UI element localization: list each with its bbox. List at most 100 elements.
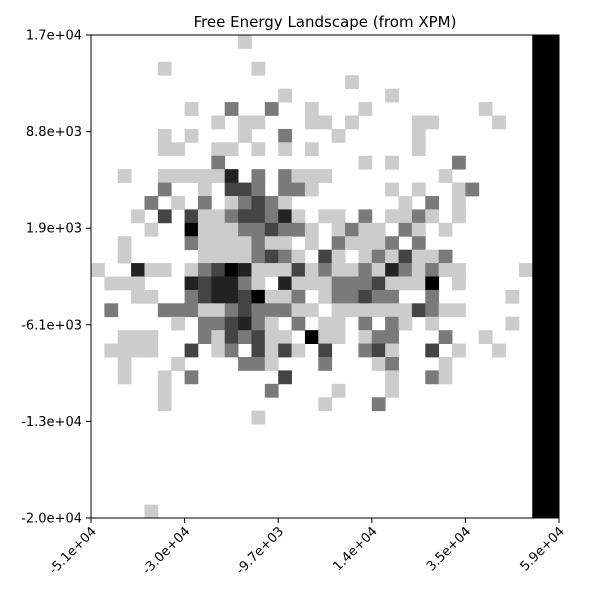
heatmap-cell (532, 450, 547, 465)
heatmap-cell (251, 410, 266, 425)
heatmap-cell (358, 289, 373, 304)
heatmap-cell (184, 102, 199, 116)
heatmap-cell (184, 209, 199, 224)
heatmap-cell (478, 102, 493, 116)
heatmap-cell (438, 357, 453, 371)
x-tick-label: 5.9e+04 (518, 524, 568, 574)
heatmap-cell (291, 209, 306, 224)
heatmap-cell (358, 102, 373, 116)
heatmap-cell (532, 397, 547, 412)
x-tick-label: 3.5e+04 (424, 524, 474, 574)
heatmap-cell (197, 330, 212, 344)
heatmap-cell (371, 249, 386, 264)
heatmap-cell (224, 169, 239, 183)
heatmap-cell (532, 48, 547, 63)
heatmap-cell (211, 236, 226, 251)
heatmap-cell (425, 303, 440, 318)
heatmap-cell (545, 276, 560, 291)
heatmap-cell (345, 263, 359, 277)
heatmap-cell (304, 303, 319, 318)
heatmap-cell (197, 276, 212, 291)
heatmap-cell (398, 249, 413, 264)
heatmap-cell (452, 343, 466, 358)
heatmap-cell (104, 303, 119, 318)
heatmap-cell (197, 289, 212, 304)
heatmap-cell (545, 142, 560, 157)
heatmap-cell (278, 88, 292, 103)
y-tick-label: 1.9e+03 (26, 222, 82, 237)
heatmap-cell (278, 343, 292, 358)
heatmap-cell (318, 209, 333, 224)
heatmap-cell (505, 289, 520, 304)
heatmap-cell (345, 236, 359, 251)
heatmap-cell (358, 330, 373, 344)
heatmap-cell (238, 303, 252, 318)
heatmap-cell (197, 236, 212, 251)
heatmap-cell (545, 236, 560, 251)
heatmap-cell (184, 276, 199, 291)
heatmap-cell (157, 142, 172, 157)
heatmap-cell (532, 209, 547, 224)
heatmap-cell (264, 383, 279, 398)
heatmap-cell (117, 236, 132, 251)
heatmap-cell (532, 491, 547, 505)
heatmap-cell (545, 155, 560, 170)
heatmap-cell (385, 316, 399, 331)
heatmap-cell (238, 330, 252, 344)
y-tick-label: -6.1e+03 (21, 318, 82, 333)
heatmap-cell (224, 343, 239, 358)
heatmap-cell (532, 477, 547, 492)
heatmap-cell (371, 397, 386, 412)
heatmap-cell (318, 343, 333, 358)
heatmap-cell (545, 303, 560, 318)
heatmap-cell (345, 276, 359, 291)
heatmap-cell (385, 370, 399, 385)
heatmap-cell (318, 263, 333, 277)
heatmap-cell (398, 196, 413, 210)
heatmap-cell (425, 289, 440, 304)
x-axis: -5.1e+04 -3.0e+04 -9.7e+03 1.4e+04 3.5e+04 5.… (46, 518, 568, 578)
heatmap-cell (104, 343, 119, 358)
heatmap-cell (264, 357, 279, 371)
heatmap-cell (197, 209, 212, 224)
heatmap-cell (278, 303, 292, 318)
heatmap-cell (331, 303, 346, 318)
heatmap-cell (532, 142, 547, 157)
heatmap-cell (224, 276, 239, 291)
heatmap-cell (238, 236, 252, 251)
heatmap-cell (251, 330, 266, 344)
heatmap-cell (318, 397, 333, 412)
heatmap-cell (264, 102, 279, 116)
heatmap-cell (545, 397, 560, 412)
heatmap-cell (251, 142, 266, 157)
heatmap-cell (385, 209, 399, 224)
heatmap-cell (331, 330, 346, 344)
heatmap-cell (157, 370, 172, 385)
heatmap-cell (452, 263, 466, 277)
heatmap-cell (264, 316, 279, 331)
heatmap-cell (184, 343, 199, 358)
heatmap-cell (532, 303, 547, 318)
heatmap-cell (184, 289, 199, 304)
heatmap-cell (318, 249, 333, 264)
heatmap-cell (211, 249, 226, 264)
heatmap-cell (197, 303, 212, 318)
heatmap-cell (532, 357, 547, 371)
heatmap-cell (251, 303, 266, 318)
heatmap-cell (532, 35, 547, 49)
heatmap-cell (398, 222, 413, 237)
heatmap-cell (224, 236, 239, 251)
heatmap-cell (238, 276, 252, 291)
heatmap-cell (144, 504, 159, 519)
heatmap-cell (371, 222, 386, 237)
heatmap-cell (385, 182, 399, 197)
heatmap-cell (278, 128, 292, 143)
heatmap-cell (532, 289, 547, 304)
heatmap-cell (331, 289, 346, 304)
y-tick-label: 8.8e+03 (26, 125, 82, 140)
heatmap-cell (385, 383, 399, 398)
heatmap-cell (251, 61, 266, 76)
heatmap-cell (264, 249, 279, 264)
heatmap-cell (278, 142, 292, 157)
